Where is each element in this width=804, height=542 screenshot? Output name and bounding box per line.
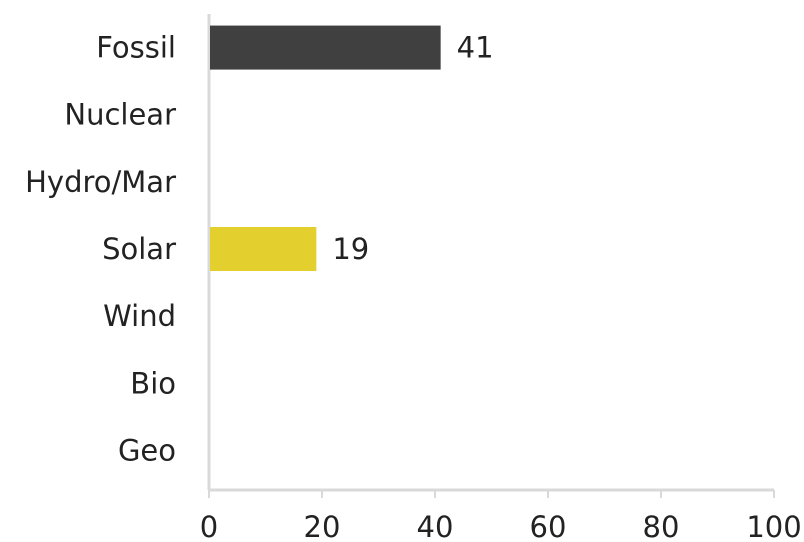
data-label-fossil: 41 (457, 31, 494, 65)
category-label-geo: Geo (118, 433, 176, 467)
x-tick-label: 80 (643, 510, 680, 542)
category-label-nuclear: Nuclear (64, 98, 176, 132)
x-tick-labels: 0 20 40 60 80 100 (200, 510, 802, 542)
bar-fossil (210, 25, 441, 70)
axes (207, 14, 775, 498)
x-tick-label: 60 (530, 510, 567, 542)
category-label-wind: Wind (103, 299, 176, 333)
x-tick-label: 0 (200, 510, 218, 542)
x-tick-label: 40 (417, 510, 454, 542)
data-labels: 41 19 (332, 31, 493, 266)
category-labels: Fossil Nuclear Hydro/Mar Solar Wind Bio Geo (25, 31, 176, 468)
category-label-fossil: Fossil (96, 31, 176, 65)
category-label-solar: Solar (102, 232, 176, 266)
bar-solar (210, 227, 317, 271)
category-label-hydro-mar: Hydro/Mar (25, 165, 176, 199)
data-label-solar: 19 (332, 232, 369, 266)
bars (210, 25, 441, 271)
category-label-bio: Bio (130, 366, 176, 400)
x-tick-label: 100 (746, 510, 801, 542)
x-tick-label: 20 (304, 510, 341, 542)
